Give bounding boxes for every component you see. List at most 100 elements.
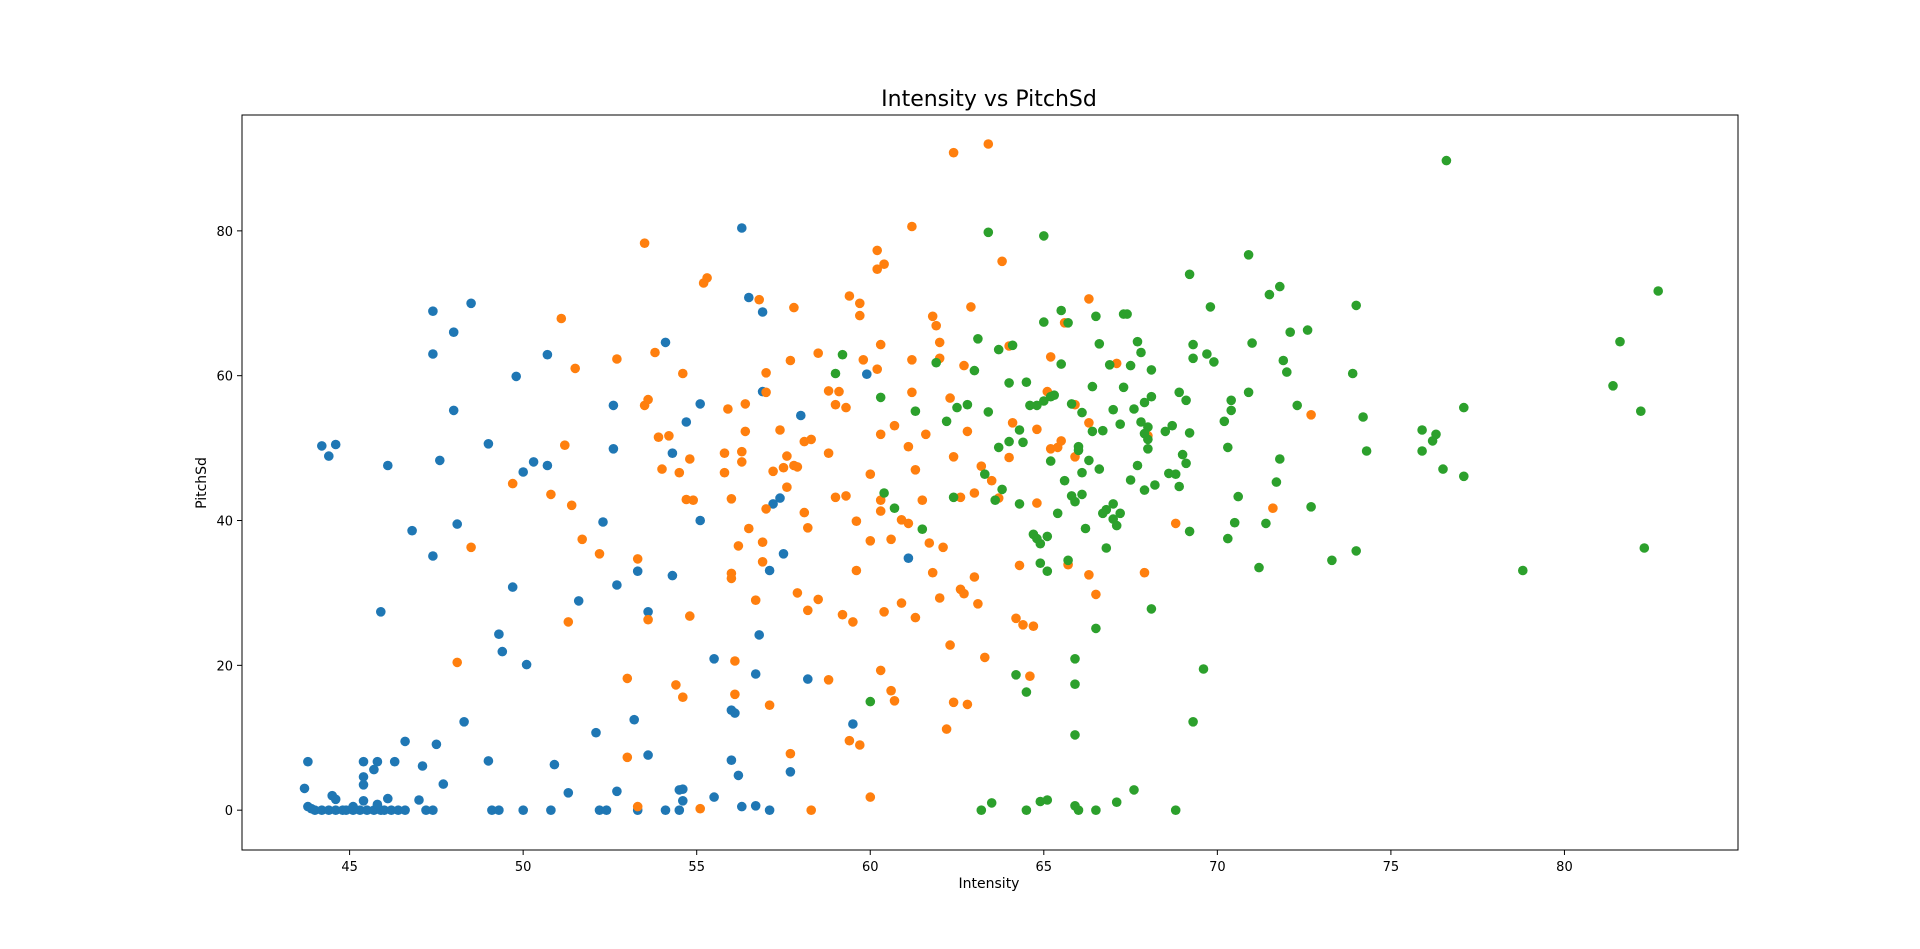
data-point bbox=[917, 524, 928, 534]
data-point bbox=[986, 798, 997, 808]
data-point bbox=[1136, 347, 1146, 358]
data-point bbox=[910, 406, 921, 417]
data-point bbox=[632, 554, 643, 564]
data-point bbox=[1084, 455, 1094, 466]
data-point bbox=[1021, 687, 1032, 697]
data-point bbox=[803, 674, 813, 684]
data-point bbox=[563, 788, 574, 798]
data-point bbox=[1347, 368, 1358, 379]
data-point bbox=[1170, 518, 1181, 529]
data-point bbox=[369, 764, 379, 775]
data-point bbox=[466, 542, 476, 553]
data-point bbox=[1118, 382, 1129, 393]
data-point bbox=[1014, 560, 1025, 571]
y-tick-label: 80 bbox=[216, 225, 233, 240]
data-point bbox=[969, 488, 980, 498]
data-point bbox=[889, 420, 900, 431]
data-point bbox=[1459, 402, 1469, 413]
data-point bbox=[750, 669, 761, 679]
data-point bbox=[1004, 378, 1014, 388]
data-point bbox=[566, 500, 577, 511]
data-point bbox=[1122, 309, 1132, 319]
data-point bbox=[962, 426, 973, 437]
data-point bbox=[549, 759, 560, 770]
data-point bbox=[1327, 555, 1337, 566]
data-point bbox=[556, 313, 567, 324]
data-point bbox=[1080, 523, 1091, 534]
data-point bbox=[1243, 250, 1254, 260]
data-point bbox=[875, 339, 886, 350]
data-point bbox=[823, 386, 834, 396]
data-point bbox=[862, 369, 872, 380]
x-tick-label: 60 bbox=[862, 860, 879, 875]
data-point bbox=[494, 805, 504, 815]
data-point bbox=[1039, 231, 1049, 241]
data-point bbox=[1025, 400, 1035, 411]
data-point bbox=[573, 596, 584, 606]
data-point bbox=[310, 805, 320, 815]
data-point bbox=[709, 792, 719, 802]
data-point bbox=[803, 523, 813, 533]
data-point bbox=[1129, 404, 1139, 414]
data-point bbox=[1229, 517, 1240, 528]
data-point bbox=[903, 553, 914, 563]
data-point bbox=[612, 580, 622, 590]
data-point bbox=[688, 495, 698, 506]
data-point bbox=[664, 431, 674, 441]
data-point bbox=[1111, 520, 1122, 531]
data-point bbox=[650, 347, 660, 358]
data-point bbox=[993, 344, 1004, 355]
data-point bbox=[1143, 422, 1153, 432]
data-point bbox=[1170, 469, 1181, 480]
data-point bbox=[317, 805, 327, 815]
data-point bbox=[1247, 338, 1257, 348]
data-point bbox=[1039, 396, 1049, 406]
data-point bbox=[448, 327, 459, 338]
data-point bbox=[608, 400, 619, 411]
data-point bbox=[1136, 417, 1146, 427]
data-point bbox=[1351, 300, 1361, 311]
data-point bbox=[775, 425, 785, 435]
data-point bbox=[528, 457, 539, 467]
data-point bbox=[924, 538, 935, 548]
data-point bbox=[681, 494, 692, 505]
plot-frame bbox=[241, 114, 1739, 851]
data-point bbox=[872, 364, 882, 375]
data-point bbox=[872, 264, 882, 275]
data-point bbox=[837, 609, 848, 620]
data-point bbox=[1108, 499, 1118, 509]
data-point bbox=[726, 573, 737, 584]
data-point bbox=[1302, 325, 1313, 335]
data-point bbox=[299, 783, 310, 794]
data-point bbox=[1254, 562, 1264, 573]
data-point bbox=[483, 439, 494, 449]
data-point bbox=[934, 593, 945, 603]
data-point bbox=[1042, 795, 1053, 805]
data-point bbox=[1032, 400, 1042, 411]
data-point bbox=[632, 801, 643, 812]
data-point bbox=[785, 767, 796, 777]
data-point bbox=[622, 752, 633, 763]
data-point bbox=[754, 630, 764, 640]
data-point bbox=[629, 714, 639, 725]
data-point bbox=[844, 735, 855, 746]
data-point bbox=[879, 259, 889, 270]
y-axis-ticks: 0 20 40 60 80 bbox=[216, 225, 242, 819]
data-point bbox=[542, 349, 553, 360]
data-point bbox=[1174, 481, 1184, 492]
x-axis-ticks: 45 50 55 60 65 70 75 80 bbox=[341, 850, 1573, 875]
data-point bbox=[907, 355, 917, 365]
data-point bbox=[1174, 387, 1184, 398]
data-point bbox=[889, 696, 900, 706]
data-point bbox=[1181, 395, 1191, 406]
data-point bbox=[796, 410, 806, 421]
data-point bbox=[1125, 475, 1136, 485]
data-point bbox=[1143, 444, 1153, 454]
data-point bbox=[851, 565, 862, 576]
data-point bbox=[764, 805, 775, 815]
data-point bbox=[910, 612, 921, 623]
data-point bbox=[1091, 589, 1101, 600]
data-point bbox=[875, 506, 886, 516]
data-point bbox=[570, 363, 580, 374]
data-point bbox=[563, 617, 574, 627]
